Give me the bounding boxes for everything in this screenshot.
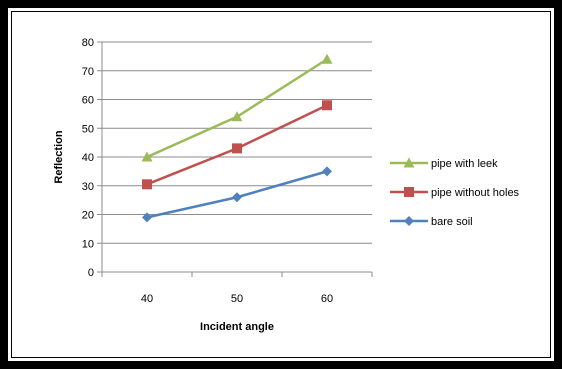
legend-marker-pipe-with-leek: [403, 157, 415, 168]
y-tick-label-80: 80: [82, 37, 94, 49]
legend-label-pipe-without-holes: pipe without holes: [431, 187, 520, 199]
axes: [97, 41, 373, 277]
legend-label-bare-soil: bare soil: [431, 216, 473, 228]
y-tick-label-0: 0: [88, 267, 94, 279]
legend-item-pipe-with-leek: pipe with leek: [390, 157, 498, 170]
legend-item-pipe-without-holes: pipe without holes: [390, 187, 520, 199]
legend-marker-pipe-without-holes: [404, 187, 414, 197]
data-point-bare-soil-60: [322, 166, 332, 177]
x-tick-label-40: 40: [141, 293, 153, 305]
series-pipe-without-holes: [142, 100, 332, 190]
legend-item-bare-soil: bare soil: [390, 216, 473, 228]
data-point-pipe-with-leek-40: [141, 151, 153, 162]
y-tick-labels: 0 10 20 30 40 50 60 70 80: [82, 37, 94, 279]
y-tick-label-60: 60: [82, 95, 94, 107]
legend: pipe with leek pipe without holes bare soi…: [390, 157, 520, 228]
y-axis-title: Reflection: [53, 130, 65, 183]
legend-label-pipe-with-leek: pipe with leek: [431, 158, 498, 170]
series-bare-soil: [142, 166, 332, 223]
x-axis-title: Incident angle: [200, 321, 274, 333]
y-tick-label-50: 50: [82, 123, 94, 135]
y-tick-label-20: 20: [82, 210, 94, 222]
data-point-pipe-without-holes-40: [142, 179, 152, 190]
data-point-pipe-with-leek-60: [321, 53, 333, 64]
y-tick-label-10: 10: [82, 238, 94, 250]
x-tick-label-50: 50: [231, 293, 243, 305]
y-tick-label-30: 30: [82, 181, 94, 193]
x-tick-labels: 40 50 60: [141, 293, 333, 305]
legend-marker-bare-soil: [404, 216, 414, 226]
data-point-pipe-without-holes-60: [322, 100, 332, 111]
data-point-bare-soil-40: [142, 212, 152, 223]
series-line-pipe-with-leek: [146, 58, 328, 159]
y-tick-label-40: 40: [82, 152, 94, 164]
y-tick-label-70: 70: [82, 66, 94, 78]
series-group: [141, 53, 333, 223]
data-point-bare-soil-50: [232, 192, 242, 203]
data-point-pipe-without-holes-50: [232, 143, 242, 154]
grid-lines: [102, 41, 372, 244]
series-pipe-with-leek: [141, 53, 333, 162]
x-tick-label-60: 60: [321, 293, 333, 305]
data-point-pipe-with-leek-50: [231, 111, 243, 122]
